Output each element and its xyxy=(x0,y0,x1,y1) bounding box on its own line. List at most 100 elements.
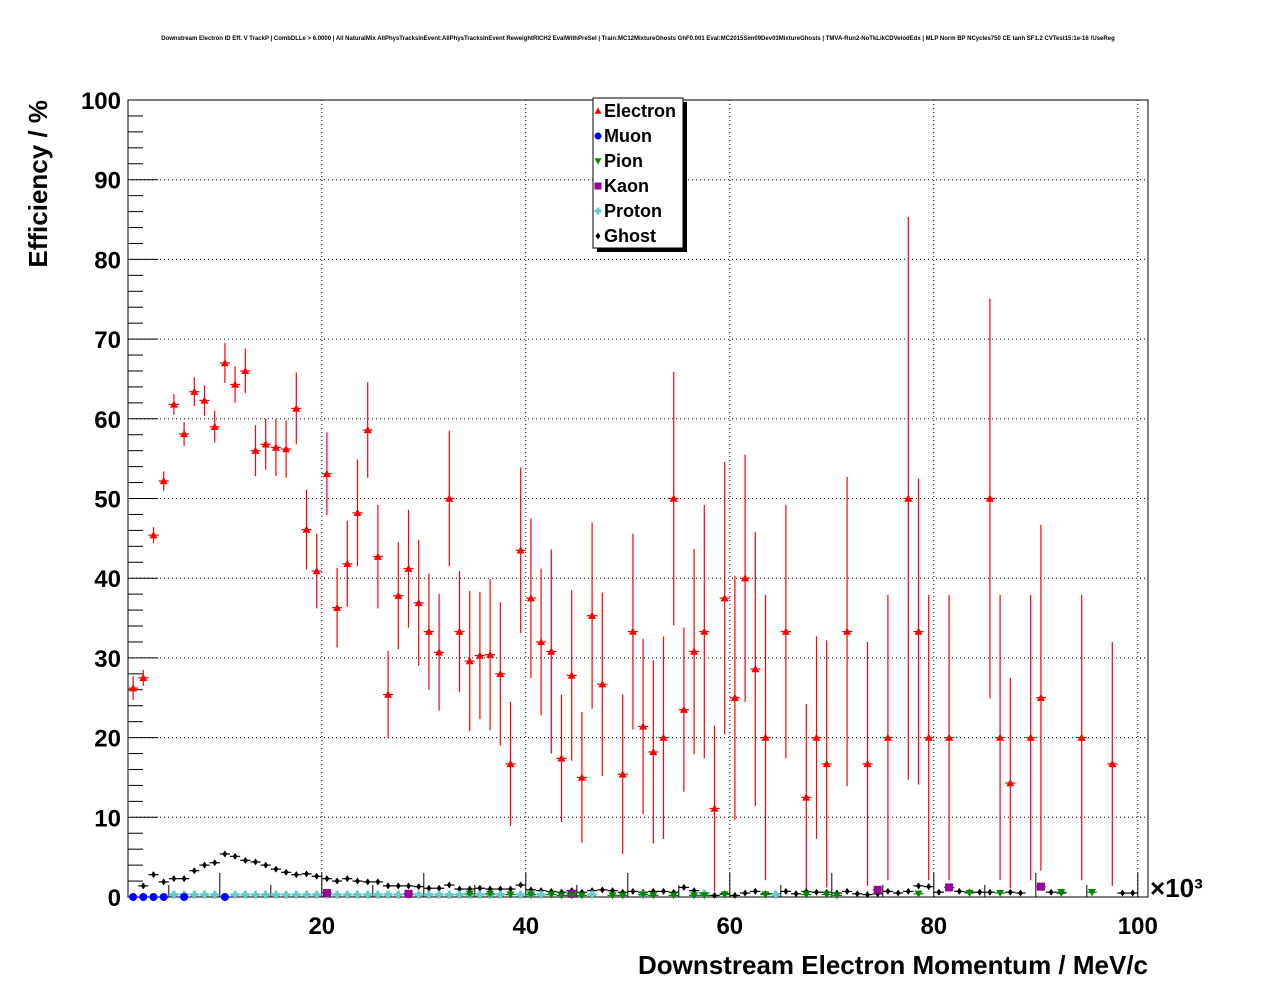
proton-point xyxy=(231,890,240,899)
ghost-point xyxy=(854,890,860,898)
electron-point xyxy=(180,429,189,438)
ghost-point xyxy=(242,856,248,864)
ghost-point xyxy=(222,850,228,858)
ghost-point xyxy=(1048,888,1054,896)
proton-point xyxy=(282,890,291,899)
kaon-point xyxy=(322,889,331,898)
proton-point xyxy=(516,890,525,899)
muon-point xyxy=(129,893,138,901)
proton-point xyxy=(200,890,209,899)
legend-ghost-marker-icon xyxy=(595,232,601,240)
electron-point xyxy=(996,733,1005,741)
proton-point xyxy=(537,890,546,899)
ghost-point xyxy=(905,887,911,895)
x-multiplier-label: ×10³ xyxy=(1150,873,1203,903)
proton-point xyxy=(302,890,311,899)
electron-point xyxy=(720,594,729,602)
ghost-point xyxy=(375,878,381,886)
electron-point xyxy=(985,494,994,502)
proton-point xyxy=(414,890,423,899)
ghost-point xyxy=(232,852,238,860)
legend-electron-label: Electron xyxy=(604,101,676,121)
electron-point xyxy=(231,380,240,388)
electron-point xyxy=(282,445,291,453)
electron-point xyxy=(751,665,760,673)
pion-point xyxy=(720,891,729,899)
legend-electron-marker-icon xyxy=(594,107,602,114)
data-marks xyxy=(128,217,1138,901)
electron-point xyxy=(802,793,811,801)
ghost-point xyxy=(630,887,636,895)
pion-point xyxy=(577,892,586,900)
y-tick-label: 100 xyxy=(81,88,121,115)
electron-point xyxy=(710,804,719,812)
x-tick-label: 80 xyxy=(920,913,947,940)
ghost-point xyxy=(324,875,330,883)
pion-point xyxy=(965,889,974,898)
proton-point xyxy=(312,890,321,899)
proton-point xyxy=(455,890,464,899)
pion-point xyxy=(700,892,709,900)
ghost-point xyxy=(406,882,411,890)
y-tick-label: 0 xyxy=(108,885,121,912)
pion-point xyxy=(832,892,841,900)
y-tick-label: 20 xyxy=(94,726,121,753)
pion-point xyxy=(547,891,556,899)
pion-point xyxy=(822,891,831,899)
ghost-point xyxy=(385,882,391,890)
electron-point xyxy=(577,773,586,781)
proton-point xyxy=(373,890,382,899)
ghost-point xyxy=(895,889,901,897)
electron-point xyxy=(639,722,648,730)
electron-point xyxy=(261,440,270,448)
legend-kaon-marker-icon xyxy=(594,182,602,190)
pion-point xyxy=(802,891,811,899)
electron-point xyxy=(496,669,505,678)
ghost-point xyxy=(1007,888,1013,896)
proton-point xyxy=(588,890,597,899)
pion-point xyxy=(690,892,699,900)
electron-point xyxy=(822,759,831,768)
pion-point xyxy=(486,890,495,898)
proton-point xyxy=(424,890,433,899)
proton-point xyxy=(190,890,199,899)
proton-point xyxy=(363,890,372,899)
electron-point xyxy=(271,443,280,451)
proton-point xyxy=(475,890,484,899)
electron-point xyxy=(924,733,933,741)
proton-point xyxy=(445,890,454,899)
proton-point xyxy=(292,890,301,899)
ghost-point xyxy=(365,878,371,886)
ghost-point xyxy=(661,887,666,895)
ghost-point xyxy=(171,875,177,883)
ghost-point xyxy=(202,861,207,869)
kaon-point xyxy=(1036,882,1045,891)
x-tick-label: 40 xyxy=(512,913,539,940)
ghost-point xyxy=(752,887,758,895)
ghost-point xyxy=(161,878,167,886)
electron-point xyxy=(690,647,699,655)
ghost-point xyxy=(283,868,289,876)
pion-point xyxy=(1087,889,1096,897)
y-tick-label: 80 xyxy=(94,247,121,274)
electron-point xyxy=(537,637,546,646)
electron-point xyxy=(210,422,219,430)
electron-point xyxy=(394,591,403,599)
ghost-point xyxy=(1018,889,1023,897)
ghost-point xyxy=(273,865,279,873)
proton-point xyxy=(353,890,362,899)
y-tick-label: 10 xyxy=(94,805,121,832)
legend-pion-label: Pion xyxy=(604,151,643,171)
electron-point xyxy=(588,611,597,619)
electron-point xyxy=(445,494,454,502)
ghost-point xyxy=(212,859,218,867)
legend-kaon-label: Kaon xyxy=(604,176,649,196)
proton-point xyxy=(771,890,780,899)
muon-point xyxy=(180,893,189,901)
y-tick-label: 30 xyxy=(94,646,121,673)
electron-point xyxy=(863,759,872,768)
ghost-point xyxy=(885,887,891,895)
electron-point xyxy=(730,693,739,701)
electron-point xyxy=(557,754,566,762)
proton-point xyxy=(169,890,178,899)
